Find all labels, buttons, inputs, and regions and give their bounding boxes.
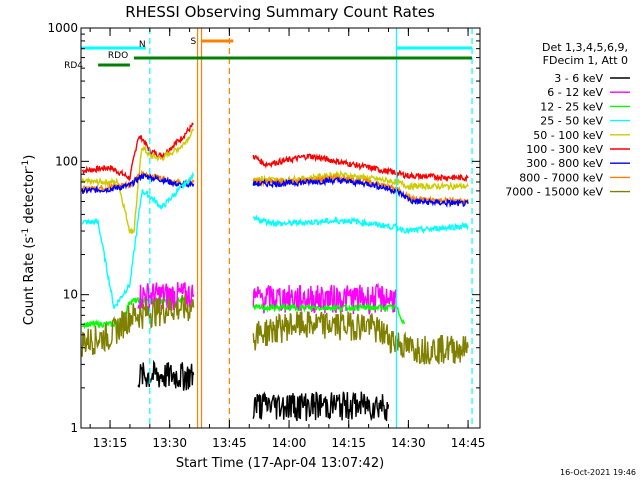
x-tick-label-0: 13:15: [93, 436, 128, 450]
series-line-7000to15000keV-7: [81, 294, 195, 357]
annotation-label-rd4-4: RD4: [64, 61, 83, 71]
legend-label-2: 12 - 25 keV: [540, 100, 603, 113]
legend-label-6: 300 - 800 keV: [526, 157, 603, 170]
series-line-100to300keV-0: [81, 122, 194, 182]
legend-label-4: 50 - 100 keV: [533, 129, 603, 142]
series-line-12to25keV-15: [252, 302, 406, 325]
x-tick-label-5: 14:30: [391, 436, 426, 450]
x-axis-label: Start Time (17-Apr-04 13:07:42): [176, 456, 384, 471]
legend-label-5: 100 - 300 keV: [526, 143, 603, 156]
y-tick-label-3: 1000: [47, 21, 78, 35]
legend-label-8: 7000 - 15000 keV: [505, 186, 603, 199]
series-line-7000to15000keV-16: [252, 311, 469, 365]
plot-frame: [80, 27, 481, 429]
series-line-6to12keV-14: [252, 282, 398, 315]
x-tick-label-3: 14:00: [272, 436, 307, 450]
chart-title: RHESSI Observing Summary Count Rates: [125, 3, 435, 21]
series-line-3to6keV-8: [137, 359, 195, 391]
series-line-50to100keV-1: [81, 128, 195, 234]
x-tick-label-6: 14:45: [451, 436, 486, 450]
legend-header-0: Det 1,3,4,5,6,9,: [542, 41, 628, 54]
y-axis-label-end: ): [22, 155, 37, 160]
series-line-6to12keV-6: [137, 282, 195, 312]
y-tick-label-0: 1: [70, 421, 78, 435]
y-axis-label: Count Rate (s-1 detector-1): [21, 155, 37, 326]
x-tick-label-4: 14:15: [331, 436, 366, 450]
legend-label-7: 800 - 7000 keV: [519, 171, 603, 184]
series-line-25to50keV-13: [252, 214, 469, 235]
x-tick-label-1: 13:30: [152, 436, 187, 450]
series-line-100to300keV-9: [252, 153, 469, 183]
series-line-50to100keV-10: [252, 169, 469, 192]
series-layer: [81, 122, 469, 422]
y-axis-label-main: Count Rate (s: [22, 237, 37, 326]
annotation-label-s-2: S: [191, 37, 197, 47]
x-tick-label-2: 13:45: [212, 436, 247, 450]
series-line-300to800keV-3: [81, 172, 195, 195]
annotation-label-n-0: N: [139, 40, 146, 50]
y-axis-label-tail: detector: [22, 168, 37, 228]
annotation-label-rdo-3: RDO: [108, 51, 128, 61]
axes: 1 10 100 1000 13:15 13:30 13:45 14:00 14:15 14:30…: [47, 21, 485, 450]
y-axis-label-sup1: -1: [21, 228, 31, 237]
y-tick-label-1: 10: [63, 288, 78, 302]
generation-timestamp: 16-Oct-2021 19:46: [560, 468, 636, 477]
plot-area: [81, 28, 480, 428]
legend-label-1: 6 - 12 keV: [547, 86, 603, 99]
series-line-300to800keV-12: [252, 175, 469, 208]
legend-label-0: 3 - 6 keV: [554, 72, 603, 85]
legend-header-1: FDecim 1, Att 0: [543, 54, 628, 67]
legend-label-3: 25 - 50 keV: [540, 115, 603, 128]
series-line-3to6keV-17: [252, 391, 390, 422]
series-line-25to50keV-4: [81, 171, 195, 309]
y-tick-label-2: 100: [55, 154, 78, 168]
plot-background: [81, 28, 480, 428]
y-axis-label-sup2: -1: [21, 160, 31, 169]
annotation-layer: NNSRDORD4: [64, 28, 473, 428]
legend: Det 1,3,4,5,6,9,FDecim 1, Att 0 3 - 6 keV…: [505, 41, 630, 199]
